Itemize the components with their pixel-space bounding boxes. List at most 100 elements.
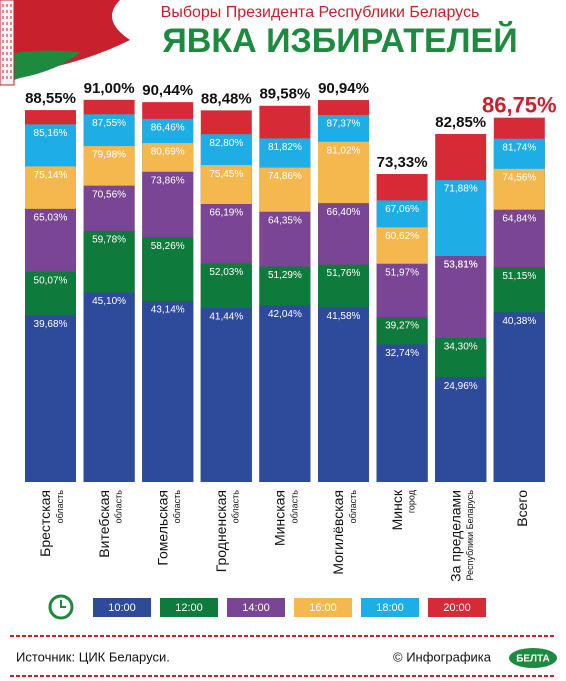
value-label: 85,16% (34, 128, 68, 139)
source: Источник: ЦИК Беларуси. (16, 649, 170, 664)
value-label: 53,81% (444, 260, 478, 271)
value-label: 50,07% (34, 275, 68, 286)
value-label: 41,58% (327, 311, 361, 322)
value-label: 40,38% (502, 316, 536, 327)
value-label: 66,40% (327, 207, 361, 218)
value-label: 82,80% (209, 138, 243, 149)
value-label: 24,96% (444, 381, 478, 392)
bar (318, 307, 369, 482)
x-tick-note: область (55, 490, 65, 524)
legend-label: 10:00 (108, 602, 136, 614)
legend-swatch (160, 598, 218, 617)
bar (435, 377, 487, 482)
legend-label: 20:00 (443, 602, 471, 614)
x-tick-note: область (113, 490, 123, 524)
flag-decoration (0, 0, 130, 86)
x-tick-label: Гродненская (213, 490, 229, 572)
value-label: 81,74% (502, 142, 536, 153)
value-label: 75,45% (209, 169, 243, 180)
legend-label: 18:00 (376, 602, 404, 614)
bar (259, 305, 311, 482)
x-tick-note: Республики Беларусь (465, 490, 475, 581)
x-tick-label: Могилёвская (330, 490, 346, 575)
value-label: 75,14% (34, 170, 68, 181)
value-label: 80,69% (151, 147, 185, 158)
value-label: 51,15% (502, 271, 536, 282)
value-label: 39,27% (385, 321, 419, 332)
total-label: 90,44% (142, 82, 193, 99)
total-label: 90,94% (318, 80, 369, 97)
bar (493, 312, 545, 482)
value-label: 66,19% (209, 208, 243, 219)
value-label: 73,86% (151, 175, 185, 186)
x-tick-label: Витебская (96, 490, 112, 558)
bar (25, 315, 76, 482)
value-label: 86,46% (151, 123, 185, 134)
bar (83, 292, 135, 482)
value-label: 45,10% (92, 296, 126, 307)
value-label: 79,98% (92, 150, 126, 161)
value-label: 41,44% (209, 312, 243, 323)
bar (142, 300, 194, 482)
value-label: 42,04% (268, 309, 302, 320)
value-label: 52,03% (209, 267, 243, 278)
supertitle: Выборы Президента Республики Беларусь (161, 4, 480, 21)
credit: © Инфографика (393, 649, 492, 664)
total-label: 89,58% (259, 86, 310, 103)
value-label: 81,02% (327, 145, 361, 156)
bar (200, 307, 252, 482)
legend-swatch (361, 598, 419, 617)
value-label: 43,14% (151, 304, 185, 315)
value-label: 58,26% (151, 241, 185, 252)
bar (376, 344, 428, 482)
legend-swatch (227, 598, 285, 617)
x-tick-label: Минск (389, 489, 405, 530)
total-label: 82,85% (435, 114, 486, 131)
value-label: 64,84% (502, 213, 536, 224)
legend-label: 14:00 (242, 602, 270, 614)
value-label: 71,88% (444, 184, 478, 195)
logo: БЕЛТА (516, 654, 550, 665)
x-tick-note: область (348, 490, 358, 524)
x-tick-note: область (172, 490, 182, 524)
chart-title: ЯВКА ИЗБИРАТЕЛЕЙ (162, 21, 517, 60)
logo-shape (509, 648, 557, 668)
legend-swatch (294, 598, 352, 617)
value-label: 51,29% (268, 270, 302, 281)
value-label: 74,56% (502, 172, 536, 183)
value-label: 39,68% (34, 319, 68, 330)
value-label: 74,86% (268, 171, 302, 182)
total-label: 88,55% (25, 90, 76, 107)
value-label: 59,78% (92, 235, 126, 246)
clock-icon (48, 594, 74, 620)
x-tick-note: область (289, 490, 299, 524)
value-label: 70,56% (92, 189, 126, 200)
legend-swatch (93, 598, 151, 617)
x-tick-note: область (231, 490, 241, 524)
x-tick-note: город (406, 489, 416, 513)
x-tick-label: Минская (272, 490, 288, 546)
value-label: 81,82% (268, 142, 302, 153)
value-label: 87,37% (327, 119, 361, 130)
value-label: 32,74% (385, 348, 419, 359)
value-label: 64,35% (268, 215, 302, 226)
value-label: 53,81% (444, 260, 478, 271)
value-label: 65,03% (34, 213, 68, 224)
x-tick-label: Брестская (37, 490, 53, 557)
total-label: 88,48% (201, 90, 252, 107)
value-label: 60,62% (385, 231, 419, 242)
value-label: 51,76% (327, 268, 361, 279)
x-tick-label: Всего (514, 490, 530, 527)
total-label: 91,00% (84, 80, 135, 97)
value-label: 51,97% (385, 267, 419, 278)
x-tick-label: Гомельская (154, 490, 170, 566)
total-label: 73,33% (377, 154, 428, 171)
value-label: 87,55% (92, 118, 126, 129)
value-label: 34,30% (444, 342, 478, 353)
total-label: 86,75% (482, 92, 557, 117)
legend-swatch (428, 598, 486, 617)
value-label: 67,06% (385, 204, 419, 215)
legend-label: 12:00 (175, 602, 203, 614)
x-tick-label: За пределами (447, 490, 463, 582)
